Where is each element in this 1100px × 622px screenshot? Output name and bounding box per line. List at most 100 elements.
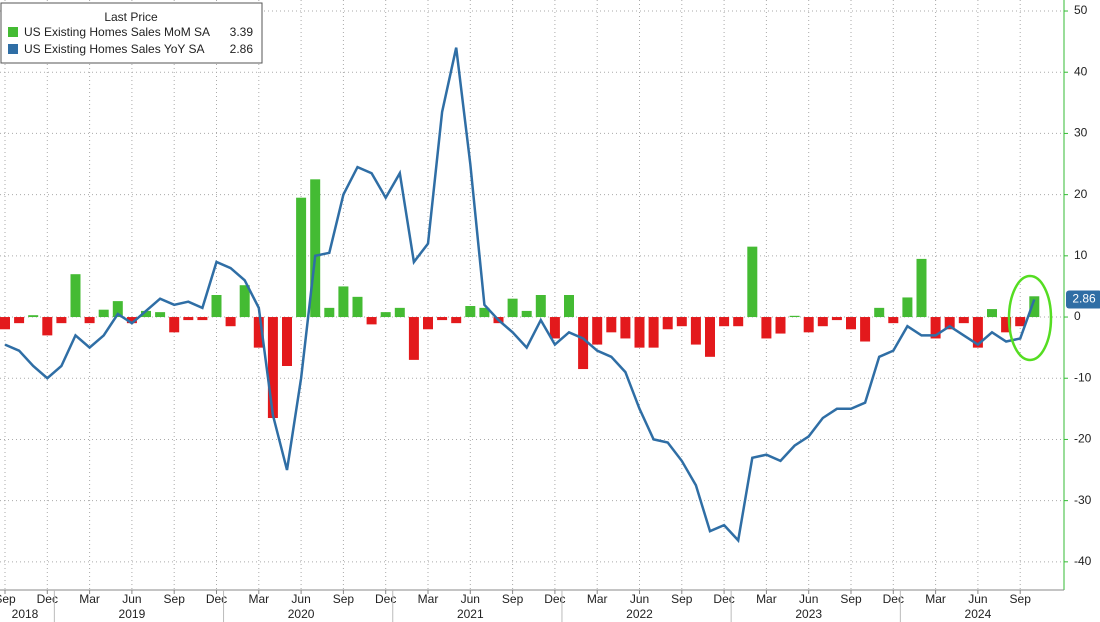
- bar: [860, 317, 871, 342]
- bar: [352, 296, 363, 318]
- y-tick-label: 0: [1074, 309, 1081, 323]
- bar: [394, 307, 405, 318]
- year-label: 2022: [626, 607, 653, 621]
- y-tick-label: 20: [1074, 187, 1088, 201]
- legend-swatch: [8, 44, 18, 54]
- bar: [775, 317, 786, 334]
- bar: [747, 246, 758, 318]
- bar: [451, 317, 462, 324]
- x-tick-label: Dec: [37, 592, 58, 606]
- bar: [155, 312, 166, 318]
- x-tick-label: Sep: [671, 592, 693, 606]
- bar: [267, 317, 278, 419]
- bar: [803, 317, 814, 333]
- bar: [676, 317, 687, 327]
- x-tick-label: Jun: [799, 592, 818, 606]
- legend-value: 2.86: [230, 42, 254, 56]
- y-tick-label: -40: [1074, 554, 1092, 568]
- bar: [28, 315, 39, 318]
- bar: [126, 317, 137, 324]
- bar: [14, 317, 25, 324]
- bar: [987, 309, 997, 318]
- x-tick-label: Mar: [418, 592, 439, 606]
- year-label: 2018: [12, 607, 39, 621]
- bar: [0, 317, 10, 330]
- bar: [465, 306, 476, 318]
- bar: [846, 317, 856, 330]
- bar: [733, 317, 744, 327]
- x-tick-label: Sep: [164, 592, 186, 606]
- legend-value: 3.39: [230, 25, 254, 39]
- legend: Last Price US Existing Homes Sales MoM S…: [0, 2, 263, 64]
- year-label: 2019: [119, 607, 146, 621]
- bar: [408, 317, 419, 360]
- bar: [324, 307, 335, 318]
- bar: [507, 298, 518, 318]
- x-tick-label: Sep: [333, 592, 355, 606]
- year-label: 2024: [965, 607, 992, 621]
- y-tick-label: -10: [1074, 370, 1092, 384]
- x-tick-label: Jun: [630, 592, 649, 606]
- bar: [662, 317, 673, 330]
- x-tick-label: Dec: [375, 592, 396, 606]
- x-tick-label: Jun: [461, 592, 480, 606]
- bar: [423, 317, 433, 330]
- bar: [253, 317, 264, 348]
- bar: [564, 295, 574, 318]
- bar: [705, 317, 715, 357]
- year-label: 2021: [457, 607, 484, 621]
- bar: [225, 317, 236, 327]
- bar: [1029, 296, 1040, 318]
- bar: [56, 317, 67, 324]
- x-tick-label: Jun: [291, 592, 310, 606]
- bar: [549, 317, 560, 339]
- bar: [98, 309, 109, 318]
- x-tick-label: Dec: [883, 592, 904, 606]
- bar: [239, 285, 250, 318]
- x-tick-label: Sep: [840, 592, 862, 606]
- bar: [197, 317, 208, 321]
- legend-label: US Existing Homes Sales YoY SA: [24, 42, 205, 56]
- bar: [521, 310, 532, 318]
- legend-title: Last Price: [104, 10, 158, 24]
- bar: [42, 317, 53, 336]
- bar: [1001, 317, 1012, 333]
- bar: [437, 317, 448, 321]
- bar: [1015, 317, 1026, 327]
- highlight-ellipse: [1007, 274, 1053, 362]
- x-tick-label: Mar: [587, 592, 608, 606]
- x-tick-label: Sep: [1010, 592, 1032, 606]
- legend-label: US Existing Homes Sales MoM SA: [24, 25, 210, 39]
- bar: [958, 317, 969, 324]
- bar: [183, 317, 194, 321]
- year-label: 2020: [288, 607, 315, 621]
- x-tick-label: Mar: [248, 592, 269, 606]
- bar: [648, 317, 659, 348]
- bar: [831, 317, 842, 321]
- bar: [310, 179, 321, 318]
- bar: [888, 317, 899, 324]
- bar: [366, 317, 377, 325]
- y-tick-label: 50: [1074, 3, 1088, 17]
- x-tick-label: Sep: [502, 592, 524, 606]
- bar: [817, 317, 828, 327]
- bar: [84, 317, 95, 324]
- bar: [930, 317, 941, 339]
- bar: [690, 317, 701, 345]
- last-value-label: 2.86: [1072, 292, 1096, 306]
- bar: [296, 197, 307, 318]
- bar: [282, 317, 292, 366]
- y-tick-label: 10: [1074, 248, 1088, 262]
- bar: [535, 295, 546, 318]
- year-label: 2023: [795, 607, 822, 621]
- bar: [761, 317, 772, 339]
- x-tick-label: Sep: [0, 592, 16, 606]
- legend-swatch: [8, 27, 18, 37]
- x-tick-label: Dec: [713, 592, 734, 606]
- bar: [380, 312, 391, 318]
- bar: [112, 301, 123, 318]
- bar: [592, 317, 603, 345]
